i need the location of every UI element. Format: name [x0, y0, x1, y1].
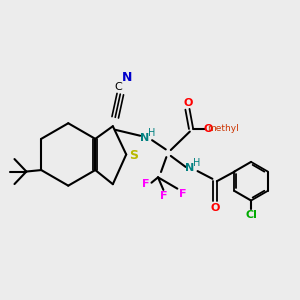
Text: O: O	[204, 124, 213, 134]
Text: F: F	[142, 179, 149, 189]
Text: N: N	[122, 71, 133, 84]
Text: O: O	[211, 203, 220, 213]
Text: N: N	[140, 133, 149, 142]
Text: H: H	[148, 128, 155, 138]
Text: N: N	[185, 163, 195, 172]
Text: methyl: methyl	[207, 124, 239, 133]
Text: F: F	[160, 191, 167, 201]
Text: F: F	[178, 189, 186, 199]
Text: O: O	[184, 98, 193, 108]
Text: H: H	[193, 158, 201, 168]
Text: C: C	[114, 82, 122, 92]
Text: Cl: Cl	[245, 210, 257, 220]
Text: S: S	[129, 148, 138, 162]
